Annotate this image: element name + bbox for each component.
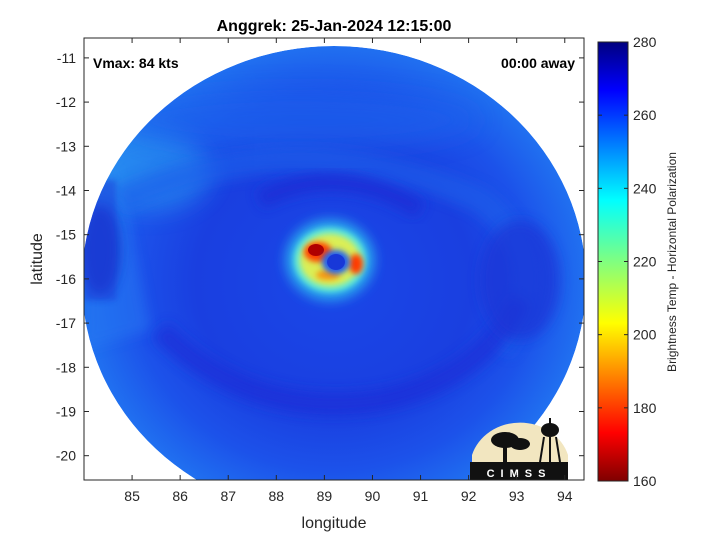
y-tick-label: -14 <box>56 182 76 198</box>
colorbar-tick-label: 240 <box>633 180 657 196</box>
colorbar-tick-label: 180 <box>633 400 657 416</box>
away-annotation: 00:00 away <box>501 55 575 71</box>
y-tick-label: -11 <box>57 50 76 66</box>
colorbar-tick-label: 160 <box>633 473 657 489</box>
x-tick-label: 86 <box>172 488 188 504</box>
swath-image <box>84 46 584 480</box>
colorbar-tick-label: 200 <box>633 327 657 343</box>
logo-text: CIMSS <box>487 468 552 480</box>
x-axis: 85 86 87 88 89 90 91 92 93 94 <box>124 38 573 504</box>
y-tick-label: -16 <box>56 271 76 287</box>
x-tick-label: 92 <box>461 488 477 504</box>
colorbar-ticks: 280 260 240 220 200 180 160 <box>598 34 657 489</box>
chart-title: Anggrek: 25-Jan-2024 12:15:00 <box>217 18 452 35</box>
x-tick-label: 88 <box>269 488 285 504</box>
colorbar <box>597 41 629 482</box>
y-tick-label: -19 <box>56 403 76 419</box>
y-tick-label: -15 <box>56 227 76 243</box>
x-tick-label: 85 <box>124 488 140 504</box>
colorbar-label: Brightness Temp - Horizontal Polarizatio… <box>665 152 679 372</box>
x-tick-label: 93 <box>509 488 525 504</box>
x-tick-label: 87 <box>220 488 236 504</box>
y-tick-label: -12 <box>56 94 76 110</box>
x-tick-label: 90 <box>365 488 381 504</box>
x-tick-label: 91 <box>413 488 429 504</box>
x-tick-label: 89 <box>317 488 333 504</box>
y-tick-label: -17 <box>56 315 76 331</box>
x-tick-label: 94 <box>557 488 573 504</box>
y-tick-label: -20 <box>56 448 76 464</box>
cimss-logo: CIMSS <box>470 418 568 480</box>
colorbar-tick-label: 260 <box>633 107 657 123</box>
axes-frame <box>83 37 585 481</box>
y-tick-label: -13 <box>56 138 76 154</box>
y-axis: -11 -12 -13 -14 -15 -16 -17 -18 -19 -20 <box>56 50 584 464</box>
vmax-annotation: Vmax: 84 kts <box>93 55 179 71</box>
colorbar-tick-label: 220 <box>633 254 657 270</box>
y-axis-label: latitude <box>29 233 46 285</box>
colorbar-tick-label: 280 <box>633 34 657 50</box>
y-tick-label: -18 <box>56 359 76 375</box>
x-axis-label: longitude <box>302 515 367 532</box>
